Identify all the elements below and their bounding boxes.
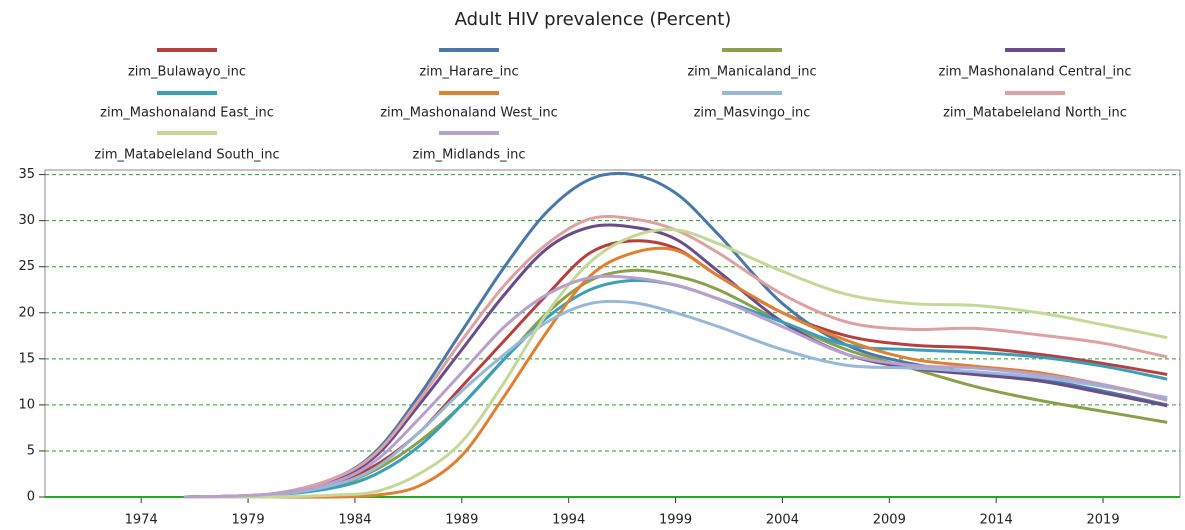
x-tick-label: 2004 — [766, 513, 799, 528]
y-tick-label: 10 — [18, 397, 35, 412]
plot-frame — [44, 169, 1181, 498]
y-tick-label: 20 — [18, 305, 35, 320]
x-tick-label: 1989 — [445, 513, 478, 528]
x-tick-label: 2019 — [1087, 513, 1120, 528]
series-line — [183, 246, 1168, 499]
legend-label: zim_Bulawayo_inc — [128, 65, 246, 80]
legend-label: zim_Mashonaland Central_inc — [939, 65, 1132, 80]
y-tick-label: 0 — [27, 490, 35, 505]
x-tick-label: 1999 — [659, 513, 692, 528]
series-line — [183, 274, 1168, 499]
x-tick-label: 2014 — [980, 513, 1013, 528]
series-line — [183, 268, 1168, 499]
y-tick-label: 5 — [27, 443, 35, 458]
x-tick-label: 2009 — [873, 513, 906, 528]
y-tick-label: 15 — [18, 351, 35, 366]
legend-label: zim_Midlands_inc — [412, 148, 525, 163]
x-tick-label: 1974 — [125, 513, 158, 528]
series-line — [183, 239, 1168, 499]
legend-label: zim_Manicaland_inc — [687, 65, 816, 80]
y-tick-label: 35 — [18, 167, 35, 182]
series-line — [183, 228, 1168, 499]
legend-label: zim_Matabeleland North_inc — [943, 106, 1127, 121]
series-line — [183, 215, 1168, 499]
x-tick-label: 1979 — [232, 513, 265, 528]
series-line — [183, 278, 1168, 499]
legend-label: zim_Harare_inc — [419, 65, 518, 80]
legend-label: zim_Matabeleland South_inc — [94, 148, 279, 163]
x-tick-label: 1994 — [552, 513, 585, 528]
y-tick-label: 30 — [18, 213, 35, 228]
series-line — [183, 299, 1168, 499]
legend-label: zim_Mashonaland West_inc — [380, 106, 558, 121]
legend-label: zim_Masvingo_inc — [694, 106, 811, 121]
chart-title: Adult HIV prevalence (Percent) — [455, 9, 732, 30]
legend-label: zim_Mashonaland East_inc — [100, 106, 274, 121]
y-tick-label: 25 — [18, 259, 35, 274]
series-line — [183, 223, 1168, 499]
x-tick-label: 1984 — [338, 513, 371, 528]
series-line — [183, 171, 1168, 499]
